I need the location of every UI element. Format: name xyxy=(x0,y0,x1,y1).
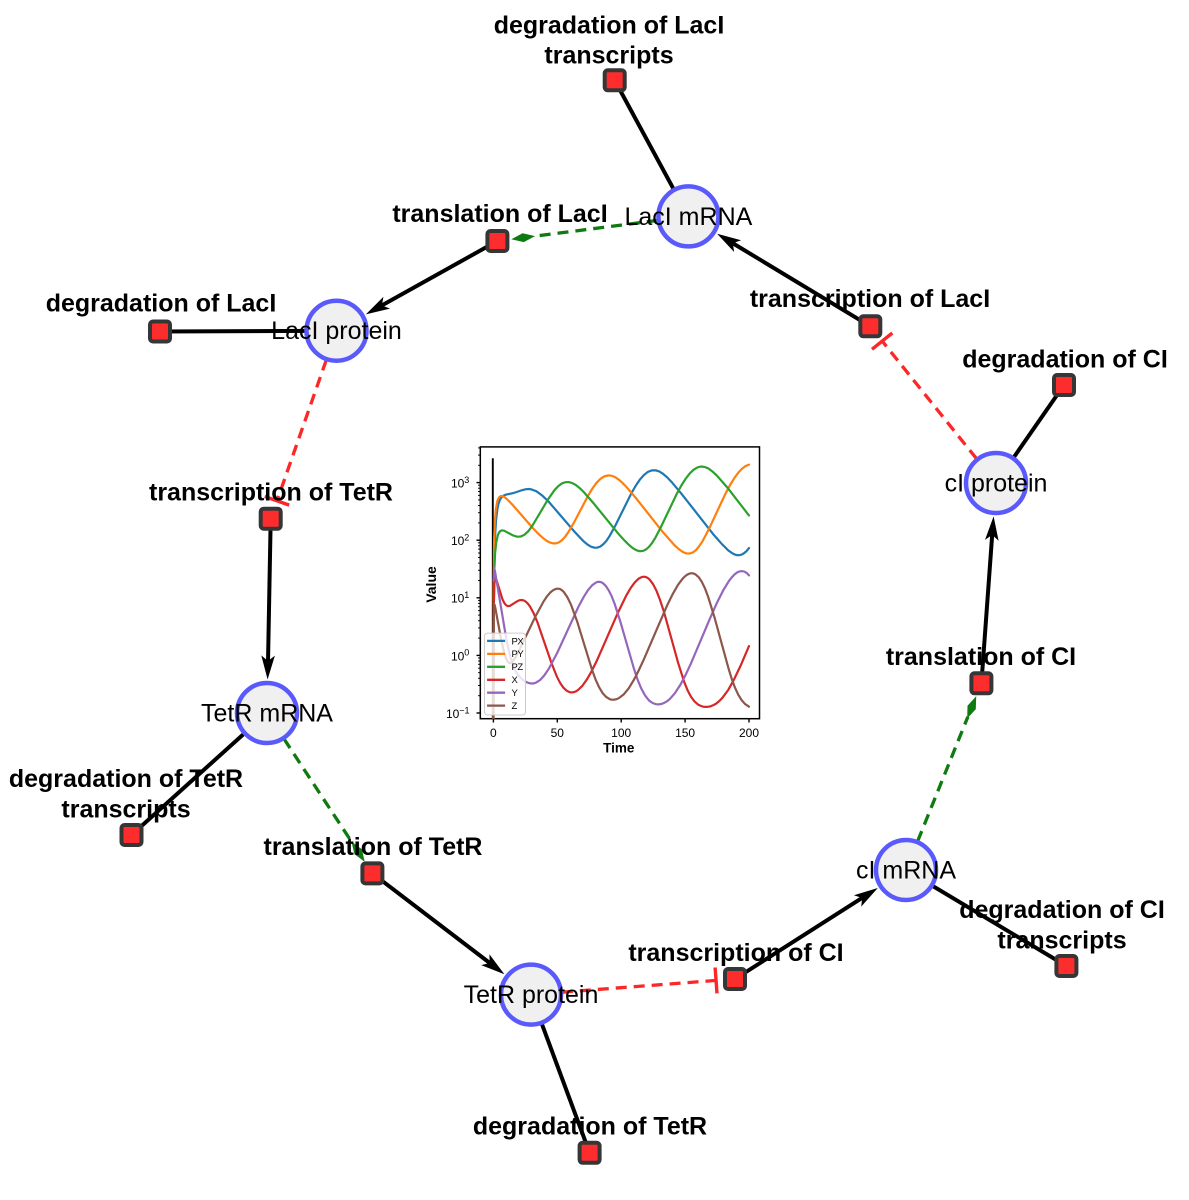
svg-text:10: 10 xyxy=(451,592,465,606)
svg-text:10: 10 xyxy=(446,707,460,721)
svg-text:transcription of CI: transcription of CI xyxy=(628,939,843,967)
svg-text:10: 10 xyxy=(451,534,465,548)
svg-text:0: 0 xyxy=(464,648,469,658)
svg-text:Y: Y xyxy=(512,688,519,699)
svg-text:150: 150 xyxy=(675,726,695,740)
svg-text:Z: Z xyxy=(512,701,518,712)
svg-text:TetR protein: TetR protein xyxy=(464,981,599,1009)
svg-text:cI mRNA: cI mRNA xyxy=(856,857,956,885)
svg-text:200: 200 xyxy=(739,726,759,740)
svg-text:degradation of TetR: degradation of TetR xyxy=(9,765,243,793)
svg-text:translation of LacI: translation of LacI xyxy=(392,200,607,228)
svg-text:degradation of LacI: degradation of LacI xyxy=(494,11,725,39)
svg-text:−1: −1 xyxy=(459,705,469,715)
svg-text:PZ: PZ xyxy=(512,662,524,673)
svg-text:transcripts: transcripts xyxy=(997,926,1126,954)
svg-text:Value: Value xyxy=(423,566,439,603)
svg-text:degradation of CI: degradation of CI xyxy=(962,345,1168,373)
svg-text:2: 2 xyxy=(464,533,469,543)
svg-text:cI protein: cI protein xyxy=(945,470,1048,498)
svg-text:degradation of LacI: degradation of LacI xyxy=(46,289,277,317)
svg-text:50: 50 xyxy=(551,726,565,740)
svg-text:10: 10 xyxy=(451,649,465,663)
svg-text:translation of CI: translation of CI xyxy=(886,643,1076,671)
svg-text:transcripts: transcripts xyxy=(544,41,673,69)
svg-text:X: X xyxy=(512,675,519,686)
svg-text:transcription of TetR: transcription of TetR xyxy=(149,479,393,507)
svg-text:degradation of CI: degradation of CI xyxy=(959,896,1165,924)
svg-text:transcripts: transcripts xyxy=(61,795,190,823)
svg-text:LacI mRNA: LacI mRNA xyxy=(624,203,752,231)
svg-text:100: 100 xyxy=(611,726,631,740)
svg-text:degradation of TetR: degradation of TetR xyxy=(473,1113,707,1141)
svg-text:3: 3 xyxy=(464,475,469,485)
svg-text:translation of TetR: translation of TetR xyxy=(264,833,483,861)
svg-text:10: 10 xyxy=(451,477,465,491)
svg-text:transcription of LacI: transcription of LacI xyxy=(750,285,990,313)
svg-text:1: 1 xyxy=(464,590,469,600)
svg-text:PY: PY xyxy=(512,649,525,660)
svg-text:LacI protein: LacI protein xyxy=(271,317,402,345)
svg-text:TetR mRNA: TetR mRNA xyxy=(201,700,333,728)
svg-text:PX: PX xyxy=(512,636,525,647)
svg-text:0: 0 xyxy=(490,726,497,740)
svg-text:Time: Time xyxy=(603,740,635,755)
